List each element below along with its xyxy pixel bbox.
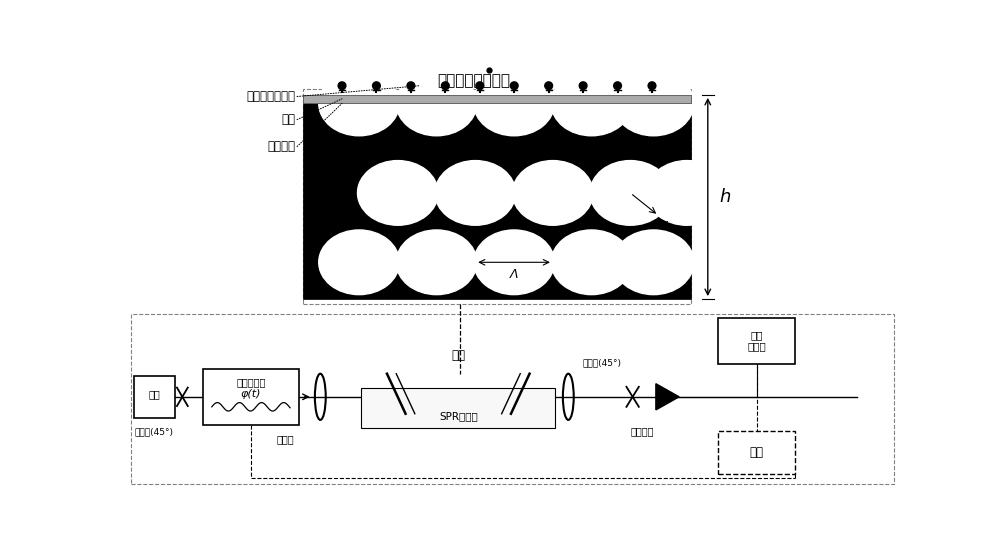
Text: 样品: 样品 (451, 349, 465, 362)
Text: 光探测器: 光探测器 (630, 426, 654, 436)
Text: 电脑: 电脑 (750, 446, 764, 459)
Text: r: r (662, 219, 667, 229)
Bar (718, 317, 795, 363)
Text: Λ: Λ (510, 269, 518, 281)
Circle shape (579, 82, 587, 90)
Ellipse shape (396, 230, 477, 295)
Ellipse shape (647, 161, 727, 225)
Ellipse shape (319, 71, 399, 136)
Text: 起偏器(45°): 起偏器(45°) (135, 428, 174, 437)
Circle shape (648, 82, 656, 90)
Text: 检偏器(45°): 检偏器(45°) (582, 358, 621, 367)
Ellipse shape (551, 230, 632, 295)
Ellipse shape (590, 161, 671, 225)
Text: 光源: 光源 (149, 389, 160, 399)
Text: 泄露通道: 泄露通道 (268, 140, 296, 153)
Bar (361, 388, 555, 428)
Text: 相位延迟器: 相位延迟器 (236, 377, 266, 387)
Text: 准直器: 准直器 (277, 434, 295, 444)
Circle shape (373, 82, 380, 90)
Ellipse shape (396, 71, 477, 136)
Ellipse shape (551, 71, 632, 136)
Ellipse shape (613, 230, 694, 295)
Bar (303, 95, 691, 102)
Ellipse shape (474, 230, 554, 295)
Text: 锁相
放大器: 锁相 放大器 (747, 330, 766, 351)
Ellipse shape (357, 161, 438, 225)
Ellipse shape (474, 71, 554, 136)
Text: 表面等离子体波: 表面等离子体波 (246, 90, 296, 103)
Circle shape (614, 82, 621, 90)
Ellipse shape (613, 71, 694, 136)
Text: 金膜: 金膜 (282, 113, 296, 126)
Circle shape (545, 82, 553, 90)
Circle shape (338, 82, 346, 90)
Text: 纤芯区放大示意图: 纤芯区放大示意图 (437, 74, 510, 89)
Bar (303, 89, 691, 304)
Bar (718, 432, 795, 474)
Text: SPR传感器: SPR传感器 (439, 412, 478, 422)
Text: φ(t): φ(t) (241, 389, 261, 399)
Bar (303, 95, 691, 299)
Circle shape (407, 82, 415, 90)
Ellipse shape (512, 161, 593, 225)
Ellipse shape (435, 161, 516, 225)
Circle shape (510, 82, 518, 90)
Bar (131, 315, 894, 484)
Bar (202, 369, 299, 424)
Bar (134, 376, 175, 418)
Polygon shape (656, 384, 679, 410)
Ellipse shape (319, 230, 399, 295)
Circle shape (476, 82, 484, 90)
Bar (303, 95, 691, 102)
Circle shape (441, 82, 449, 90)
Text: h: h (719, 188, 731, 206)
